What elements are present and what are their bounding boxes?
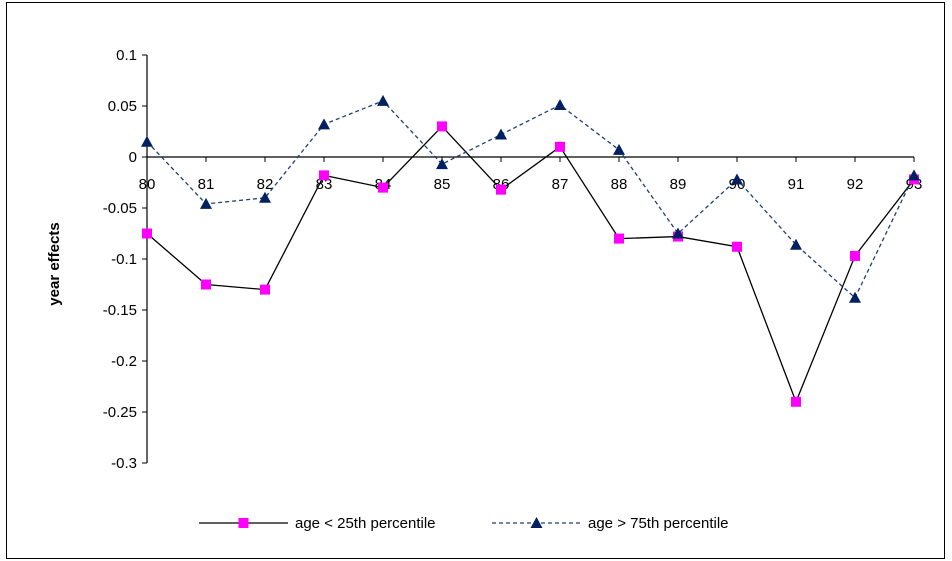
y-tick-label: -0.2 [111, 353, 137, 370]
legend-marker-2 [530, 517, 543, 528]
y-tick-label: -0.25 [103, 404, 137, 421]
series-2-point [790, 238, 802, 250]
series-1-point [791, 396, 801, 407]
series-1-point [496, 184, 506, 195]
legend: age < 25th percentile age > 75th percenti… [199, 515, 729, 532]
x-tick-label: 89 [670, 176, 687, 193]
x-tick-label: 81 [198, 176, 215, 193]
x-tick-label: 82 [257, 176, 274, 193]
series-2-point [436, 158, 448, 170]
series-line-1 [146, 125, 915, 404]
series-2-point [377, 94, 389, 106]
series-2-point [495, 128, 507, 140]
series-2-point [554, 98, 566, 110]
x-tick-label: 92 [847, 176, 864, 193]
series-1-point [555, 141, 565, 152]
series-1-point [437, 121, 447, 132]
legend-label-1: age < 25th percentile [295, 515, 436, 532]
series-2-point [200, 197, 212, 209]
y-tick-label: -0.05 [103, 200, 137, 217]
y-axis-label: year effects [46, 222, 63, 305]
x-tick-label: 85 [434, 176, 451, 193]
x-axis-tick-labels: 8081828384858687888990919293 [139, 176, 923, 193]
chart-frame [6, 2, 945, 559]
series-1-point [378, 182, 388, 193]
axes [146, 55, 915, 463]
series-1-point [201, 279, 211, 290]
y-tick-label: 0.1 [116, 47, 137, 64]
series-1-point [850, 250, 860, 261]
x-tick-label: 87 [552, 176, 569, 193]
series-lines [146, 100, 915, 404]
x-tick-label: 80 [139, 176, 156, 193]
y-tick-label: -0.15 [103, 302, 137, 319]
series-1-point [732, 241, 742, 252]
series-2-point [908, 169, 920, 181]
series-1-point [319, 170, 329, 181]
series-2-point [141, 135, 153, 147]
y-tick-label: 0 [129, 149, 137, 166]
y-axis-ticks: 0.1 0.05 0 -0.05 -0.1 -0.15 -0.2 -0.25 -0.3 [103, 47, 147, 472]
series-2-point [731, 173, 743, 185]
x-tick-label: 88 [611, 176, 628, 193]
series-2-point [849, 291, 861, 303]
y-tick-label: -0.3 [111, 455, 137, 472]
series-2-point [318, 118, 330, 130]
legend-label-2: age > 75th percentile [588, 515, 729, 532]
series-1-point [614, 233, 624, 244]
series-2-point [613, 143, 625, 155]
y-tick-label: 0.05 [108, 98, 137, 115]
series-1-point [142, 228, 152, 239]
series-markers [141, 94, 920, 407]
series-2-point [259, 191, 271, 203]
y-tick-label: -0.1 [111, 251, 137, 268]
series-2-point [672, 227, 684, 239]
legend-marker-1 [238, 518, 249, 528]
series-1-point [260, 284, 270, 295]
x-tick-label: 91 [788, 176, 805, 193]
x-tick-label: 90 [729, 176, 746, 193]
